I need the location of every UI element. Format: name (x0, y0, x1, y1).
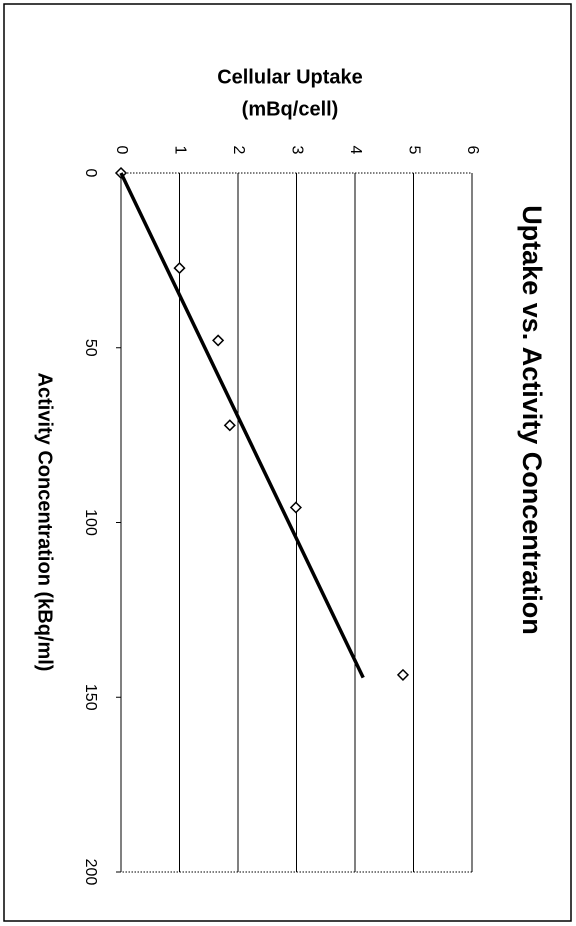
x-tick-label: 50 (82, 339, 99, 357)
y-tick-label: 2 (230, 146, 247, 155)
x-tick-label: 100 (82, 509, 99, 536)
trend-line (119, 172, 365, 679)
y-tick-label: 4 (347, 146, 364, 155)
y-tick-label: 3 (288, 146, 305, 155)
y-tick-label: 1 (171, 146, 188, 155)
data-point (173, 262, 186, 275)
y-tick-label: 0 (113, 146, 130, 155)
y-axis-title: (mBq/cell) (242, 98, 339, 120)
x-axis-title: Activity Concentration (kBq/ml) (34, 373, 56, 672)
y-tick-label: 5 (405, 146, 422, 155)
y-tick-label: 6 (464, 146, 481, 155)
x-tick-label: 200 (82, 859, 99, 886)
data-point (223, 419, 236, 432)
data-point (289, 501, 302, 514)
x-tick-label: 0 (82, 169, 99, 178)
y-axis-title: Cellular Uptake (217, 66, 363, 88)
x-tick-label: 150 (82, 684, 99, 711)
frame (3, 3, 572, 922)
data-point (212, 334, 225, 347)
chart-title: Uptake vs. Activity Concentration (517, 205, 547, 635)
data-point (396, 668, 410, 681)
